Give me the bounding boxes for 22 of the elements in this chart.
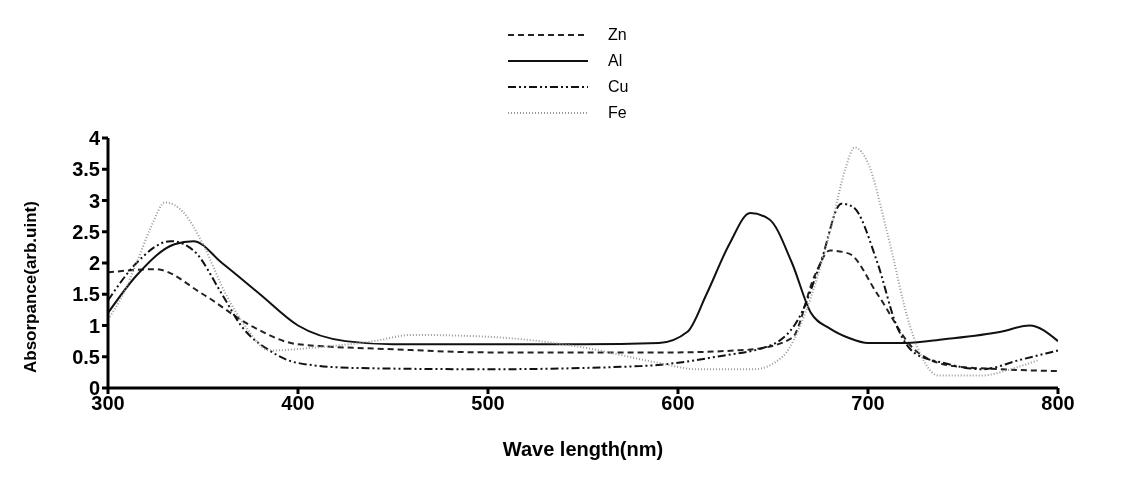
line-series [108, 146, 1040, 377]
legend-label: Fe [608, 104, 627, 122]
x-tick-label: 800 [1041, 392, 1075, 415]
y-tick-label: 4 [88, 127, 101, 150]
y-tick-label: 2 [88, 252, 100, 275]
legend-label: Zn [608, 26, 627, 44]
y-tick-label: 0.5 [72, 345, 100, 368]
y-axis-title: Absorpance(arb.uint) [21, 201, 41, 373]
x-tick-label: 700 [851, 392, 885, 415]
y-tick-label: 3 [88, 189, 100, 212]
x-axis-title: Wave length(nm) [502, 438, 664, 460]
line-series [108, 249, 1058, 373]
x-tick-label: 600 [661, 392, 695, 415]
x-tick-label: 400 [281, 392, 315, 415]
y-tick-label: 3.5 [72, 158, 100, 181]
legend-label: Cu [608, 78, 629, 96]
x-tick-label: 500 [471, 392, 505, 415]
legend-label: Al [608, 52, 623, 70]
line-series [108, 202, 1058, 371]
y-tick-label: 1.5 [72, 283, 100, 306]
y-tick-label: 1 [88, 314, 100, 337]
y-tick-label: 2.5 [72, 220, 100, 243]
